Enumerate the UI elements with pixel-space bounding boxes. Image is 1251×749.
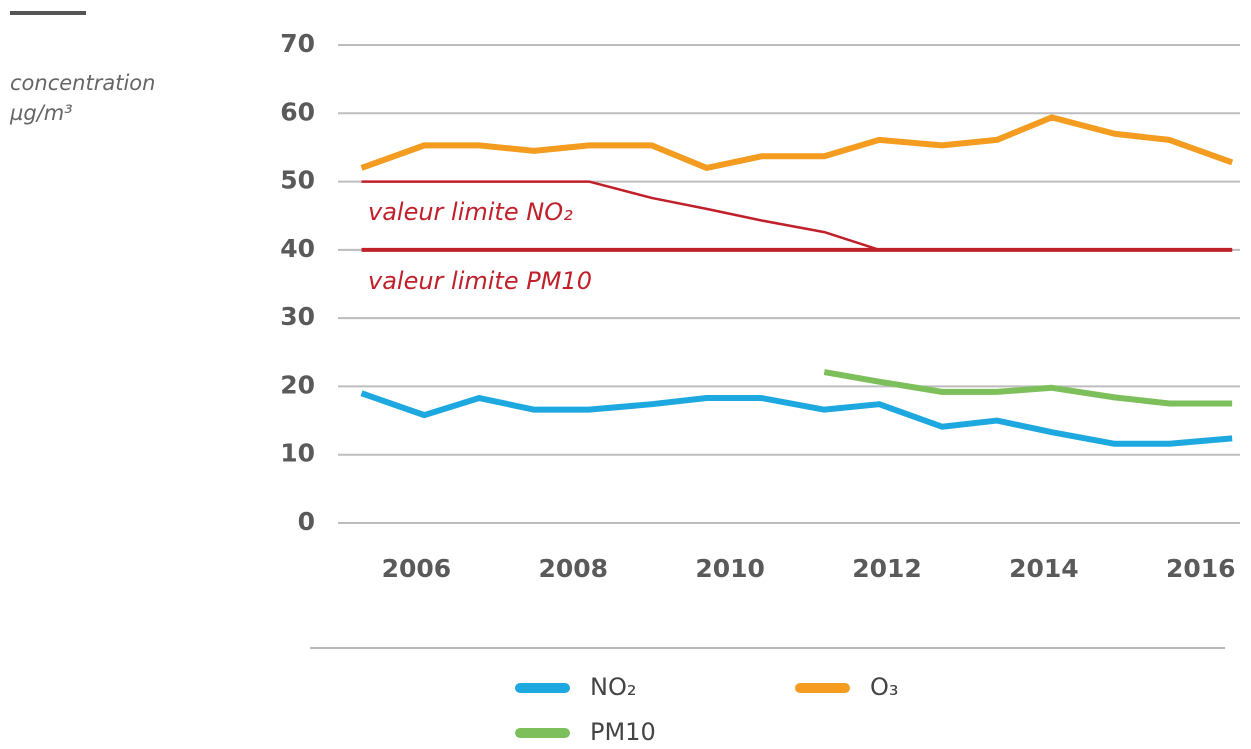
legend-label: O₃ [870,673,899,701]
series-line [360,390,1233,447]
legend-label: NO₂ [590,673,636,701]
y-tick-label: 70 [280,29,315,58]
x-tick-label: 2006 [382,554,452,583]
legend-label: PM10 [590,718,656,745]
y-axis-label: µg/m³ [9,101,73,125]
y-tick-label: 10 [280,439,315,468]
y-tick-label: 20 [280,370,315,399]
annotation: valeur limite NO₂ [368,198,573,226]
series-line [823,369,1233,407]
x-tick-label: 2008 [539,554,609,583]
x-tick-label: 2010 [695,554,765,583]
y-tick-label: 50 [280,166,315,195]
x-tick-label: 2014 [1009,554,1079,583]
y-tick-label: 40 [280,234,315,263]
x-tick-label: 2012 [852,554,922,583]
y-tick-label: 0 [298,507,315,536]
y-tick-label: 30 [280,302,315,331]
y-tick-label: 60 [280,97,315,126]
x-tick-label: 2016 [1166,554,1236,583]
annotation: valeur limite PM10 [368,267,592,295]
series-line [360,114,1234,171]
y-axis-label: concentration [10,71,155,95]
